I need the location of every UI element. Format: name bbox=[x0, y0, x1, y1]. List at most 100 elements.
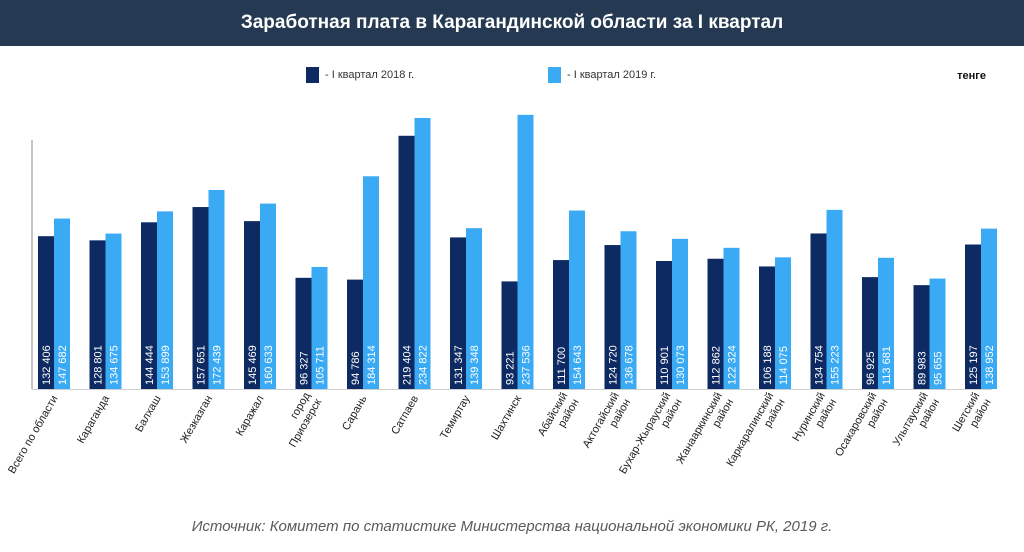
bar-2018-16 bbox=[862, 277, 878, 389]
bar-2019-13 bbox=[723, 247, 740, 389]
data-label: 105 711 bbox=[315, 346, 327, 385]
data-label: 147 682 bbox=[57, 345, 69, 385]
data-label: 111 700 bbox=[556, 347, 568, 385]
bar-2018-18 bbox=[965, 244, 981, 389]
data-label: 96 925 bbox=[865, 351, 877, 385]
bar-2019-8 bbox=[466, 228, 482, 389]
category-label: Шахтинск bbox=[489, 393, 524, 442]
legend-label-2018: - I квартал 2018 г. bbox=[325, 69, 415, 81]
bar-2019-10 bbox=[569, 210, 585, 389]
bar-2019-11 bbox=[620, 231, 637, 389]
category-label: Осакаровскийрайон bbox=[833, 391, 891, 466]
bar-2019-6 bbox=[363, 176, 379, 389]
category-label: Всего по области bbox=[6, 394, 60, 476]
data-label: 125 197 bbox=[968, 345, 980, 385]
bar-2018-6 bbox=[347, 279, 363, 389]
bar-2019-7 bbox=[414, 117, 431, 390]
data-label: 144 444 bbox=[144, 345, 156, 385]
data-label: 157 651 bbox=[196, 345, 208, 385]
bar-2019-3 bbox=[208, 189, 225, 389]
bar-2018-8 bbox=[450, 237, 466, 389]
bar-2018-11 bbox=[604, 245, 621, 389]
bar-2018-17 bbox=[913, 285, 930, 389]
bar-2018-13 bbox=[707, 258, 724, 389]
data-label: 184 314 bbox=[366, 345, 378, 385]
unit-label: тенге bbox=[957, 70, 986, 82]
bar-2018-14 bbox=[759, 266, 775, 389]
data-label: 172 439 bbox=[212, 345, 224, 385]
category-label: Балхаш bbox=[133, 393, 164, 434]
data-label: 145 469 bbox=[247, 345, 259, 385]
data-label: 89 983 bbox=[917, 351, 929, 385]
data-label: 138 952 bbox=[984, 345, 996, 385]
data-label: 237 536 bbox=[521, 345, 533, 385]
bar-2019-12 bbox=[672, 238, 688, 389]
data-label: 131 347 bbox=[453, 345, 465, 385]
bar-2019-15 bbox=[826, 209, 843, 389]
bar-2018-12 bbox=[656, 261, 672, 389]
bar-2019-0 bbox=[54, 218, 70, 389]
category-label: Шетскийрайон bbox=[950, 391, 993, 441]
category-label: Каражал bbox=[234, 394, 267, 439]
category-label: Актогайскийрайон bbox=[581, 391, 634, 457]
category-label: Темиртау bbox=[438, 393, 473, 441]
data-label: 110 901 bbox=[659, 346, 671, 385]
category-label: Абайскийрайон bbox=[536, 391, 582, 445]
bar-2019-14 bbox=[775, 257, 791, 389]
data-label: 153 899 bbox=[160, 345, 172, 385]
bar-2019-4 bbox=[260, 203, 276, 389]
data-label: 134 675 bbox=[109, 345, 121, 385]
category-label: Улытаускийрайон bbox=[891, 391, 942, 455]
category-label: городПриозерск bbox=[276, 390, 325, 449]
bar-2018-9 bbox=[501, 281, 518, 389]
legend-swatch-2018 bbox=[306, 67, 319, 83]
bar-2018-0 bbox=[38, 236, 54, 389]
data-label: 160 633 bbox=[263, 345, 275, 385]
data-label: 155 223 bbox=[830, 345, 842, 385]
data-label: 93 221 bbox=[505, 351, 517, 385]
category-label: Жезказган bbox=[178, 394, 215, 446]
data-label: 234 822 bbox=[418, 345, 430, 385]
bar-2019-1 bbox=[105, 233, 122, 389]
bar-2019-16 bbox=[878, 257, 894, 389]
data-label: 96 327 bbox=[299, 351, 311, 385]
chart-header: Заработная плата в Карагандинской област… bbox=[0, 0, 1024, 46]
legend-item-2018: - I квартал 2018 г. bbox=[306, 67, 414, 83]
data-label: 134 754 bbox=[814, 345, 826, 385]
data-label: 112 862 bbox=[711, 346, 723, 385]
category-label: Сатпаев bbox=[389, 393, 421, 436]
bar-2018-5 bbox=[295, 277, 312, 389]
legend-item-2019: - I квартал 2019 г. bbox=[548, 67, 656, 83]
bar-2018-10 bbox=[553, 260, 569, 389]
bar-2018-15 bbox=[810, 233, 827, 389]
bar-2019-17 bbox=[929, 278, 946, 389]
data-label: 154 643 bbox=[572, 345, 584, 385]
bar-2018-2 bbox=[141, 222, 157, 389]
data-label: 114 075 bbox=[778, 346, 790, 385]
data-label: 124 720 bbox=[608, 345, 620, 385]
legend-label-2019: - I квартал 2019 г. bbox=[567, 69, 657, 81]
bar-2018-3 bbox=[192, 207, 209, 389]
category-label: Караганда bbox=[75, 393, 112, 446]
chart-title: Заработная плата в Карагандинской област… bbox=[240, 12, 784, 33]
source-note: Источник: Комитет по статистике Министер… bbox=[191, 518, 833, 535]
category-label: Нуринскийрайон bbox=[790, 391, 839, 450]
data-label: 139 348 bbox=[469, 345, 481, 385]
data-label: 95 655 bbox=[933, 351, 945, 385]
category-label: Сарань bbox=[340, 393, 370, 432]
data-label: 122 324 bbox=[727, 345, 739, 385]
data-label: 94 786 bbox=[350, 351, 362, 385]
data-label: 130 073 bbox=[675, 345, 687, 385]
data-label: 136 678 bbox=[624, 345, 636, 385]
legend-swatch-2019 bbox=[548, 67, 561, 83]
data-label: 113 681 bbox=[881, 346, 893, 385]
bar-2018-4 bbox=[244, 221, 260, 389]
bar-2018-1 bbox=[89, 240, 106, 389]
data-label: 132 406 bbox=[41, 345, 53, 385]
bar-2019-2 bbox=[157, 211, 173, 389]
data-label: 106 188 bbox=[762, 345, 774, 385]
data-label: 219 404 bbox=[402, 345, 414, 385]
bar-2019-5 bbox=[311, 266, 328, 389]
bar-2018-7 bbox=[398, 135, 415, 389]
